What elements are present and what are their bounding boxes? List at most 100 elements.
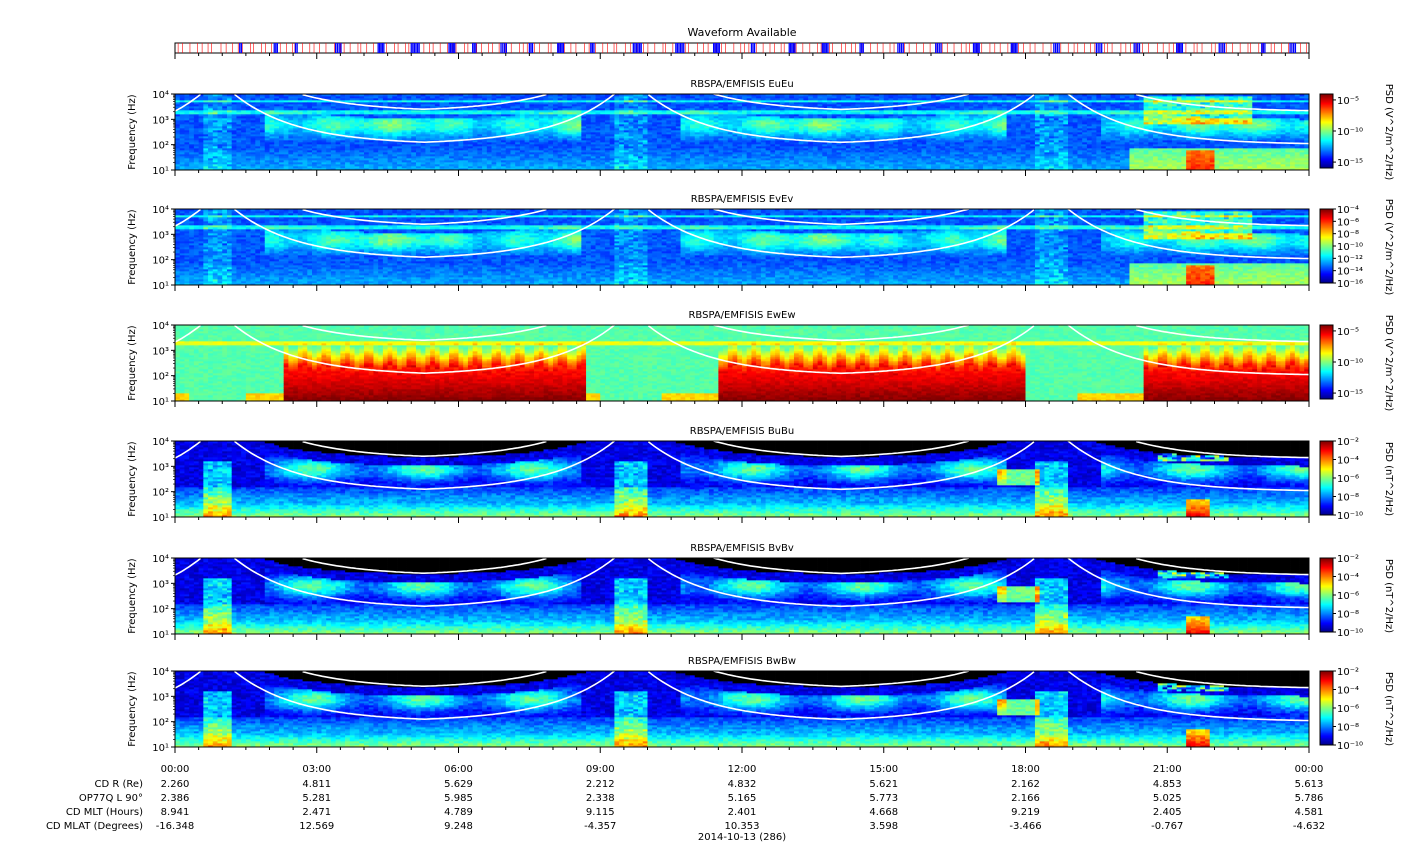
spectrogram-cell [355, 132, 360, 134]
spectrogram-cell [411, 118, 416, 120]
spectrogram-cell [317, 126, 322, 128]
spectrogram-cell [321, 160, 326, 162]
spectrogram-cell [340, 144, 345, 146]
spectrogram-cell [388, 166, 393, 168]
spectrogram-cell [388, 96, 393, 98]
spectrogram-cell [260, 150, 265, 152]
spectrogram-cell [270, 130, 275, 132]
spectrogram-cell [251, 154, 256, 156]
spectrogram-cell [392, 154, 397, 156]
spectrogram-cell [307, 126, 312, 128]
spectrogram-cell [189, 104, 194, 106]
spectrogram-cell [184, 152, 189, 154]
spectrogram-cell [402, 144, 407, 146]
spectrogram-cell [293, 110, 298, 112]
spectrogram-cell [189, 114, 194, 116]
spectrogram-cell [227, 160, 232, 162]
spectrogram-cell [180, 154, 185, 156]
spectrogram-cell [218, 118, 223, 120]
spectrogram-cell [383, 154, 388, 156]
spectrogram-cell [184, 136, 189, 138]
spectrogram-cell [251, 124, 256, 126]
spectrogram-cell [199, 112, 204, 114]
spectrogram-cell [411, 166, 416, 168]
spectrogram-cell [251, 156, 256, 158]
spectrogram-cell [236, 116, 241, 118]
spectrogram-cell [307, 108, 312, 110]
spectrogram-cell [402, 112, 407, 114]
spectrogram-cell [331, 106, 336, 108]
spectrogram-cell [340, 162, 345, 164]
spectrogram-cell [246, 124, 251, 126]
spectrogram-cell [288, 146, 293, 148]
spectrogram-cell [331, 116, 336, 118]
spectrogram-cell [359, 148, 364, 150]
spectrogram-cell [388, 148, 393, 150]
spectrogram-cell [340, 138, 345, 140]
spectrogram-cell [251, 152, 256, 154]
spectrogram-cell [251, 118, 256, 120]
spectrogram-cell [199, 140, 204, 142]
spectrogram-cell [255, 160, 260, 162]
spectrogram-cell [184, 156, 189, 158]
spectrogram-cell [213, 110, 218, 112]
spectrogram-cell [331, 108, 336, 110]
spectrogram-cell [232, 162, 237, 164]
spectrogram-cell [241, 124, 246, 126]
spectrogram-cell [241, 108, 246, 110]
spectrogram-cell [312, 142, 317, 144]
spectrogram-cell [236, 118, 241, 120]
spectrogram-cell [321, 150, 326, 152]
spectrogram-cell [369, 148, 374, 150]
spectrogram-cell [345, 158, 350, 160]
spectrogram-cell [218, 166, 223, 168]
spectrogram-cell [227, 134, 232, 136]
spectrogram-cell [246, 118, 251, 120]
spectrogram-cell [373, 152, 378, 154]
spectrogram-cell [350, 130, 355, 132]
spectrogram-cell [255, 126, 260, 128]
spectrogram-cell [331, 114, 336, 116]
spectrogram-cell [199, 138, 204, 140]
spectrogram-cell [213, 128, 218, 130]
spectrogram-cell [232, 128, 237, 130]
spectrogram-cell [373, 134, 378, 136]
spectrogram-cell [303, 130, 308, 132]
spectrogram-cell [260, 116, 265, 118]
spectrogram-cell [407, 158, 412, 160]
spectrogram-cell [345, 120, 350, 122]
spectrogram-cell [336, 146, 341, 148]
spectrogram-cell [416, 130, 421, 132]
spectrogram-cell [321, 166, 326, 168]
spectrogram-cell [199, 98, 204, 100]
spectrogram-cell [284, 158, 289, 160]
spectrogram-cell [208, 136, 213, 138]
spectrogram-cell [270, 150, 275, 152]
spectrogram-cell [279, 156, 284, 158]
spectrogram-cell [312, 164, 317, 166]
spectrogram-cell [213, 112, 218, 114]
spectrogram-cell [317, 106, 322, 108]
spectrogram-cell [175, 126, 180, 128]
spectrogram-cell [307, 100, 312, 102]
spectrogram-cell [222, 96, 227, 98]
spectrogram-cell [279, 150, 284, 152]
spectrogram-cell [279, 136, 284, 138]
spectrogram-cell [359, 152, 364, 154]
spectrogram-cell [359, 166, 364, 168]
spectrogram-cell [326, 114, 331, 116]
spectrogram-cell [388, 146, 393, 148]
spectrogram-cell [326, 124, 331, 126]
spectrogram-cell [355, 130, 360, 132]
spectrogram-cell [321, 116, 326, 118]
spectrogram-cell [284, 100, 289, 102]
spectrogram-cell [189, 154, 194, 156]
spectrogram-cell [402, 136, 407, 138]
spectrogram-cell [175, 98, 180, 100]
waveform-available-strip: Waveform Available [175, 26, 1309, 59]
spectrogram-cell [227, 132, 232, 134]
spectrogram-cell [307, 134, 312, 136]
spectrogram-cell [265, 124, 270, 126]
spectrogram-cell [383, 98, 388, 100]
spectrogram-cell [279, 164, 284, 166]
